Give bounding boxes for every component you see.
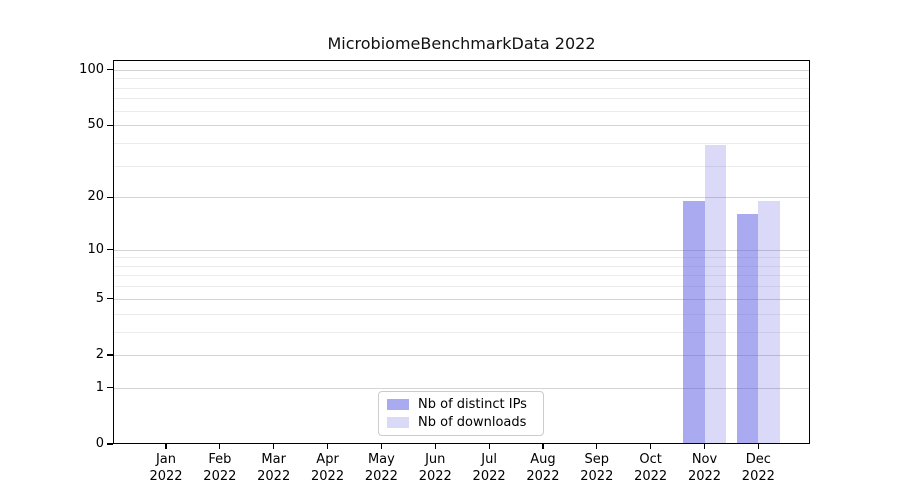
legend-label-distinct-ips: Nb of distinct IPs	[418, 397, 527, 413]
x-tick-label: Jul 2022	[472, 452, 506, 484]
y-tick-label: 100	[79, 61, 104, 77]
x-tick-mark	[273, 444, 275, 449]
y-tick-label: 1	[95, 379, 104, 395]
x-tick-mark	[380, 444, 382, 449]
gridline-major	[113, 125, 810, 127]
y-tick-mark	[107, 196, 113, 198]
x-tick-label: Oct 2022	[634, 452, 668, 484]
y-tick-mark	[107, 69, 113, 71]
gridline-major	[113, 197, 810, 199]
gridline-major	[113, 387, 810, 389]
gridline-minor	[113, 87, 810, 89]
bar-nov-ips	[683, 201, 705, 444]
bars-layer	[113, 60, 810, 444]
gridline-major	[113, 354, 810, 356]
x-tick-label: Apr 2022	[311, 452, 345, 484]
legend-swatch-downloads	[387, 416, 409, 428]
x-tick-label: Sep 2022	[580, 452, 614, 484]
y-tick-mark	[107, 443, 113, 445]
x-tick-mark	[703, 444, 706, 449]
x-tick-label: Aug 2022	[526, 452, 560, 484]
gridline-minor	[113, 313, 810, 315]
x-tick-label: May 2022	[364, 452, 398, 484]
x-tick-label: Dec 2022	[741, 452, 775, 484]
bar-nov-downloads	[704, 144, 726, 444]
x-tick-mark	[434, 444, 436, 449]
gridline-minor	[113, 110, 810, 112]
y-tick-label: 0	[95, 436, 104, 451]
gridline-minor	[113, 257, 810, 259]
gridline-minor	[113, 78, 810, 80]
gridline-minor	[113, 331, 810, 333]
x-tick-label: Jan 2022	[149, 452, 183, 484]
chart-title: MicrobiomeBenchmarkData 2022	[327, 34, 596, 53]
x-tick-mark	[542, 444, 544, 449]
legend-label-downloads: Nb of downloads	[418, 414, 527, 430]
legend-swatch-distinct-ips	[387, 399, 409, 411]
x-tick-label: Mar 2022	[257, 452, 291, 484]
legend-item-downloads: Nb of downloads	[387, 415, 535, 430]
gridline-major	[113, 249, 810, 251]
gridline-minor	[113, 275, 810, 277]
x-tick-mark	[596, 444, 598, 449]
x-tick-mark	[488, 444, 490, 449]
gridline-minor	[113, 265, 810, 267]
gridline-minor	[113, 142, 810, 144]
y-tick-label: 5	[95, 290, 104, 306]
gridline-minor	[113, 98, 810, 100]
y-tick-mark	[107, 248, 113, 251]
x-tick-label: Feb 2022	[203, 452, 237, 484]
y-tick-label: 2	[95, 346, 104, 362]
y-tick-label: 10	[87, 241, 104, 257]
y-tick-mark	[107, 354, 113, 356]
gridline-major	[113, 298, 810, 300]
y-tick-label: 20	[87, 189, 104, 205]
gridline-minor	[113, 286, 810, 288]
y-tick-mark	[107, 298, 113, 300]
grid-layer	[113, 60, 810, 444]
x-tick-mark	[165, 444, 167, 449]
x-tick-label: Nov 2022	[687, 452, 722, 484]
legend: Nb of distinct IPs Nb of downloads	[378, 391, 544, 436]
x-tick-mark	[757, 444, 759, 449]
bar-dec-ips	[736, 214, 759, 444]
y-tick-label: 50	[87, 117, 104, 133]
y-tick-mark	[107, 124, 113, 126]
x-tick-mark	[219, 444, 221, 449]
gridline-major	[113, 69, 810, 71]
gridline-minor	[113, 165, 810, 167]
bar-dec-downloads	[758, 201, 780, 444]
legend-item-distinct-ips: Nb of distinct IPs	[387, 397, 535, 412]
y-tick-mark	[107, 387, 113, 389]
x-tick-label: Jun 2022	[418, 452, 452, 484]
x-tick-mark	[650, 444, 652, 449]
x-tick-mark	[326, 444, 329, 449]
